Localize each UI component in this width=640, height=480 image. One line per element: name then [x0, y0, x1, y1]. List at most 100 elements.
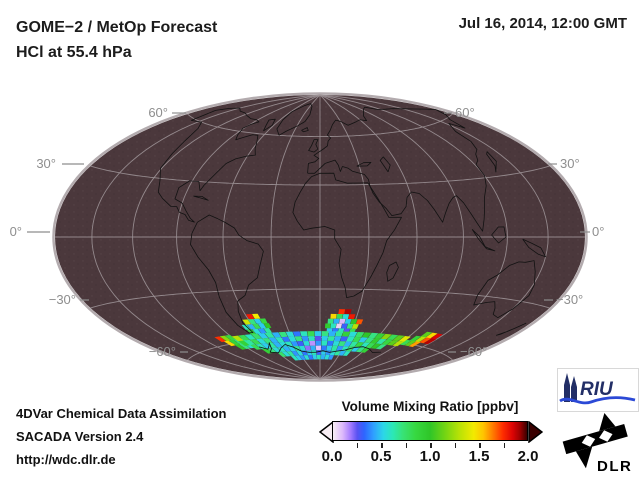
data-cell	[387, 340, 399, 346]
credits: 4DVar Chemical Data Assimilation SACADA …	[16, 402, 227, 471]
data-cell	[292, 331, 301, 337]
data-cell	[303, 355, 310, 360]
data-cell	[312, 354, 317, 360]
lat-label: 30°	[36, 156, 56, 171]
data-cell	[272, 342, 283, 348]
data-cell	[325, 323, 331, 329]
data-cell	[219, 335, 232, 342]
coastline	[157, 107, 260, 223]
data-cell	[252, 323, 261, 329]
colorbar-tick-labels: 0.0 0.5 1.0 1.5 2.0	[0, 448, 640, 466]
data-cell	[268, 337, 279, 343]
colorbar-ticks	[0, 443, 640, 451]
data-cell	[246, 329, 256, 335]
data-cell	[364, 337, 375, 343]
data-cell	[321, 336, 328, 341]
data-cell	[358, 337, 368, 343]
data-cell	[278, 341, 288, 347]
coastline	[308, 139, 319, 153]
data-cell	[334, 350, 341, 356]
colorbar-right-arrow-icon	[528, 421, 543, 443]
data-cell	[291, 351, 299, 356]
data-cell	[321, 331, 329, 337]
data-cell	[257, 328, 267, 334]
data-cell	[296, 350, 304, 356]
data-cell	[281, 351, 291, 357]
data-cell	[346, 336, 355, 342]
data-cell	[344, 309, 352, 315]
data-cell	[324, 354, 330, 360]
data-cell	[404, 340, 417, 347]
data-cell	[423, 338, 437, 345]
data-cell	[387, 334, 399, 340]
data-cell	[335, 323, 342, 329]
dlr-logo: DLR	[562, 412, 631, 475]
coastline	[258, 342, 382, 354]
data-cell	[277, 347, 287, 352]
colorbar-tick-label: 0.0	[321, 448, 343, 465]
colorbar-tick	[430, 443, 432, 448]
data-cell	[333, 318, 340, 324]
data-cell	[296, 341, 305, 347]
data-cell	[263, 328, 272, 333]
data-cell	[341, 323, 348, 329]
data-cell	[281, 336, 291, 342]
data-cell	[409, 335, 422, 342]
data-cell	[361, 332, 372, 338]
data-cell	[342, 351, 351, 356]
data-cell	[256, 338, 267, 344]
data-cell	[288, 336, 297, 342]
data-cell	[375, 344, 387, 350]
colorbar-tick	[356, 443, 358, 448]
data-cell	[238, 334, 250, 341]
coastline	[307, 106, 487, 232]
data-cell	[330, 313, 337, 319]
data-cell	[286, 351, 295, 357]
data-cell	[259, 318, 268, 324]
data-cell	[295, 355, 303, 361]
data-cell	[350, 319, 358, 325]
data-cell	[244, 334, 256, 340]
data-cell	[327, 318, 334, 324]
data-cell	[425, 332, 438, 339]
lat-label: 0°	[10, 224, 22, 239]
coastline	[263, 118, 276, 132]
data-cell	[307, 355, 314, 360]
colorbar-tick	[454, 443, 456, 448]
data-cell	[328, 355, 334, 360]
data-cell	[408, 341, 421, 347]
data-cell	[333, 336, 342, 342]
data-cell	[380, 333, 392, 340]
data-cell	[335, 331, 344, 337]
data-cell	[393, 335, 405, 341]
data-cell	[285, 331, 295, 337]
data-cell	[278, 331, 288, 338]
data-cell	[338, 350, 346, 356]
colorbar-tick	[405, 443, 407, 448]
colorbar-tick-label: 1.5	[468, 448, 490, 465]
data-cell	[277, 352, 287, 357]
data-cell	[340, 336, 349, 342]
data-cell	[351, 346, 360, 352]
riu-logo: RIU	[557, 368, 639, 412]
data-cell	[228, 339, 241, 346]
data-cell	[338, 341, 346, 347]
data-cell	[224, 334, 237, 341]
data-cell	[315, 345, 321, 351]
coastline	[473, 260, 536, 319]
data-cell	[326, 345, 333, 351]
data-cell	[238, 340, 250, 346]
data-cell	[348, 331, 358, 337]
data-cell	[309, 340, 316, 346]
data-cell	[287, 346, 296, 352]
coastline	[495, 322, 527, 336]
data-cell	[339, 318, 346, 324]
data-cell	[381, 339, 393, 345]
data-cell	[300, 331, 308, 337]
data-cell	[314, 336, 322, 341]
page-title: GOME−2 / MetOp Forecast HCl at 55.4 hPa	[16, 15, 217, 65]
coastline	[301, 127, 309, 133]
coastline	[276, 103, 313, 136]
data-cell	[234, 344, 247, 350]
